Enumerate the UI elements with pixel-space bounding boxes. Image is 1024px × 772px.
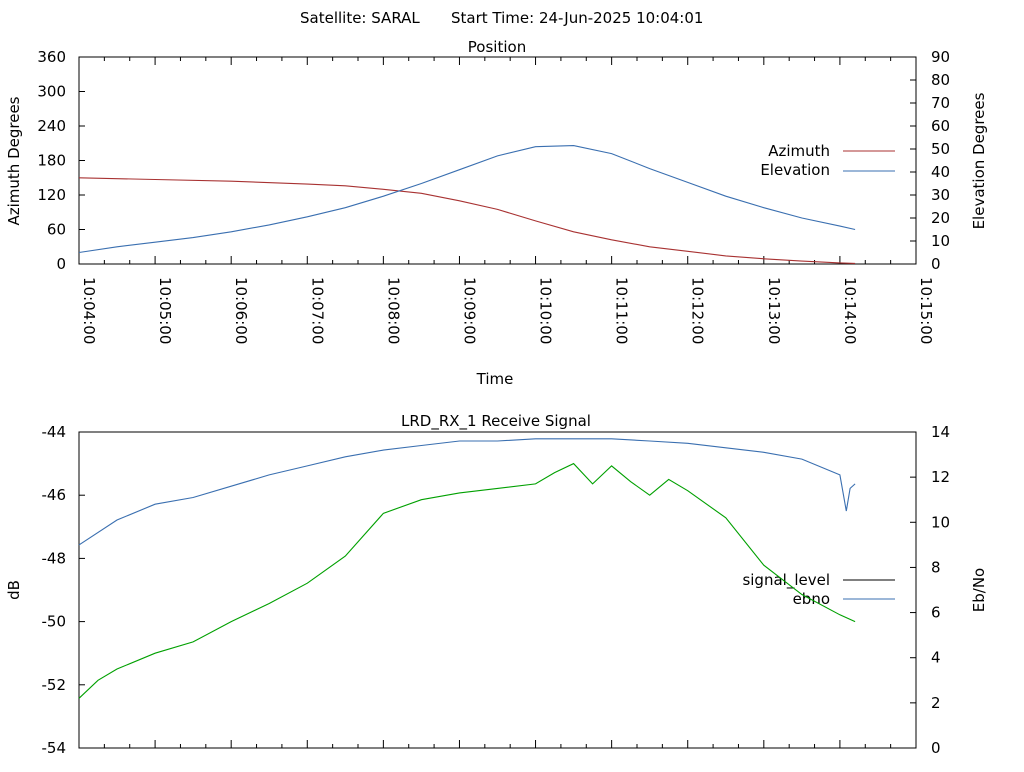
legend-elevation-label: Elevation [760,161,830,179]
legend-signal-level-label: signal_level [742,571,830,590]
x-tick-label: 10:09:00 [460,277,478,344]
series-line-green [78,462,856,699]
y-right-tick-label: 12 [931,468,950,486]
position-legend: Azimuth Elevation [760,142,895,179]
figure-header-satellite: Satellite: SARAL [300,9,420,27]
y-left-tick-label: -46 [42,486,67,504]
position-right-axis-label: Elevation Degrees [970,92,988,229]
y-left-tick-label: 120 [37,186,66,204]
x-tick-label: 10:14:00 [841,277,859,344]
y-left-tick-label: 300 [37,83,66,101]
series-line-Elevation [78,145,856,254]
y-right-tick-label: 90 [931,48,950,66]
y-left-tick-label: -54 [42,739,67,757]
y-left-tick-label: -52 [42,676,67,694]
y-right-tick-label: 0 [931,255,941,273]
y-left-tick-label: -44 [42,423,67,441]
x-tick-label: 10:10:00 [537,277,555,344]
y-right-tick-label: 0 [931,739,941,757]
y-left-tick-label: 180 [37,152,66,170]
legend-azimuth-label: Azimuth [768,142,830,160]
y-right-tick-label: 40 [931,163,950,181]
y-left-tick-label: -50 [42,613,67,631]
y-left-tick-label: -48 [42,549,67,567]
series-line-Azimuth [78,177,856,264]
y-right-tick-label: 70 [931,94,950,112]
receive-right-axis-label: Eb/No [970,568,988,612]
y-right-tick-label: 30 [931,186,950,204]
y-right-tick-label: 8 [931,558,941,576]
y-left-tick-label: 360 [37,48,66,66]
y-left-tick-label: 0 [56,255,66,273]
y-left-tick-label: 240 [37,117,66,135]
x-tick-label: 10:05:00 [156,277,174,344]
receive-left-axis-label: dB [5,580,23,600]
x-tick-label: 10:11:00 [613,277,631,344]
y-right-tick-label: 4 [931,649,941,667]
x-tick-label: 10:04:00 [80,277,98,344]
receive-chart-title: LRD_RX_1 Receive Signal [401,412,591,431]
series-line-ebno [78,438,856,546]
x-tick-label: 10:07:00 [308,277,326,344]
x-tick-label: 10:13:00 [765,277,783,344]
y-right-tick-label: 2 [931,694,941,712]
y-right-tick-label: 60 [931,117,950,135]
y-left-tick-label: 60 [47,221,66,239]
x-tick-label: 10:06:00 [232,277,250,344]
position-chart: Position Azimuth Degrees Elevation Degre… [5,38,988,388]
x-tick-label: 10:15:00 [917,277,935,344]
position-left-axis-label: Azimuth Degrees [5,96,23,225]
x-tick-label: 10:12:00 [689,277,707,344]
receive-signal-chart: LRD_RX_1 Receive Signal dB Eb/No signal_… [5,412,988,757]
y-right-tick-label: 50 [931,140,950,158]
y-right-tick-label: 80 [931,71,950,89]
y-right-tick-label: 20 [931,209,950,227]
y-right-tick-label: 10 [931,232,950,250]
y-right-tick-label: 10 [931,513,950,531]
position-chart-title: Position [468,38,526,56]
figure-header-start-time: Start Time: 24-Jun-2025 10:04:01 [451,9,703,27]
y-right-tick-label: 14 [931,423,950,441]
position-x-axis-label: Time [476,370,514,388]
x-tick-label: 10:08:00 [384,277,402,344]
y-right-tick-label: 6 [931,604,941,622]
receive-plot-frame [78,431,917,749]
receive-legend: signal_level ebno [742,571,895,608]
